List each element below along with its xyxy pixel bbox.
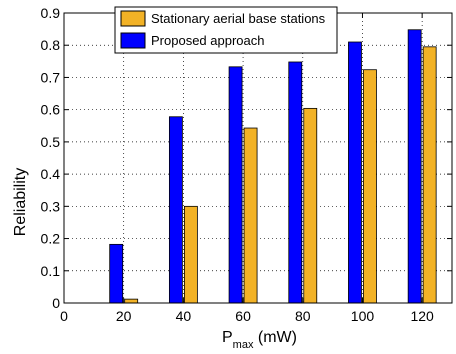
x-tick-label: 120 xyxy=(410,308,434,324)
y-tick-label: 0 xyxy=(52,295,60,311)
bar-stationary xyxy=(243,127,258,304)
bar-proposed xyxy=(348,41,362,304)
bar-stationary xyxy=(303,107,318,304)
y-axis-label: Reliability xyxy=(12,168,29,236)
y-tick-label: 0.8 xyxy=(41,37,61,53)
y-tick-label: 0.6 xyxy=(41,102,61,118)
bar-proposed xyxy=(168,116,183,304)
bar-proposed xyxy=(407,29,422,304)
y-tick-label: 0.9 xyxy=(41,5,61,21)
x-axis-label-main: P xyxy=(222,329,233,346)
y-tick-label: 0.1 xyxy=(41,263,61,279)
legend-swatch-proposed xyxy=(120,32,146,49)
x-tick-label: 60 xyxy=(235,308,251,324)
x-tick-label: 0 xyxy=(60,308,68,324)
legend-label-stationary: Stationary aerial base stations xyxy=(151,11,326,26)
bar-proposed xyxy=(109,243,124,304)
bar-stationary xyxy=(183,205,198,304)
x-tick-label: 100 xyxy=(351,308,375,324)
legend-box xyxy=(114,6,338,54)
legend-label-proposed: Proposed approach xyxy=(151,33,264,48)
x-tick-labels: 0 20 40 60 80 100 120 xyxy=(60,308,434,324)
x-axis-label-subscript: max xyxy=(233,339,254,351)
x-axis-label: Pmax (mW) xyxy=(222,329,297,351)
x-tick-label: 40 xyxy=(176,308,192,324)
x-tick-label: 80 xyxy=(295,308,311,324)
x-axis-label-unit: (mW) xyxy=(253,329,297,346)
bar-proposed xyxy=(288,61,303,304)
bar-stationary xyxy=(124,298,139,304)
y-tick-label: 0.3 xyxy=(41,198,61,214)
y-tick-label: 0.5 xyxy=(41,134,61,150)
bar-stationary xyxy=(422,46,437,304)
legend-swatch-stationary xyxy=(120,10,146,27)
x-tick-label: 20 xyxy=(116,308,132,324)
legend: Stationary aerial base stations Proposed… xyxy=(114,6,338,54)
bars xyxy=(109,29,437,304)
y-tick-labels: 0 0.1 0.2 0.3 0.4 0.5 0.6 0.7 0.8 0.9 xyxy=(41,5,61,311)
bar-proposed xyxy=(228,66,243,304)
y-tick-label: 0.4 xyxy=(41,166,61,182)
bar-stationary xyxy=(363,69,377,304)
y-tick-label: 0.2 xyxy=(41,231,61,247)
y-tick-label: 0.7 xyxy=(41,69,61,85)
